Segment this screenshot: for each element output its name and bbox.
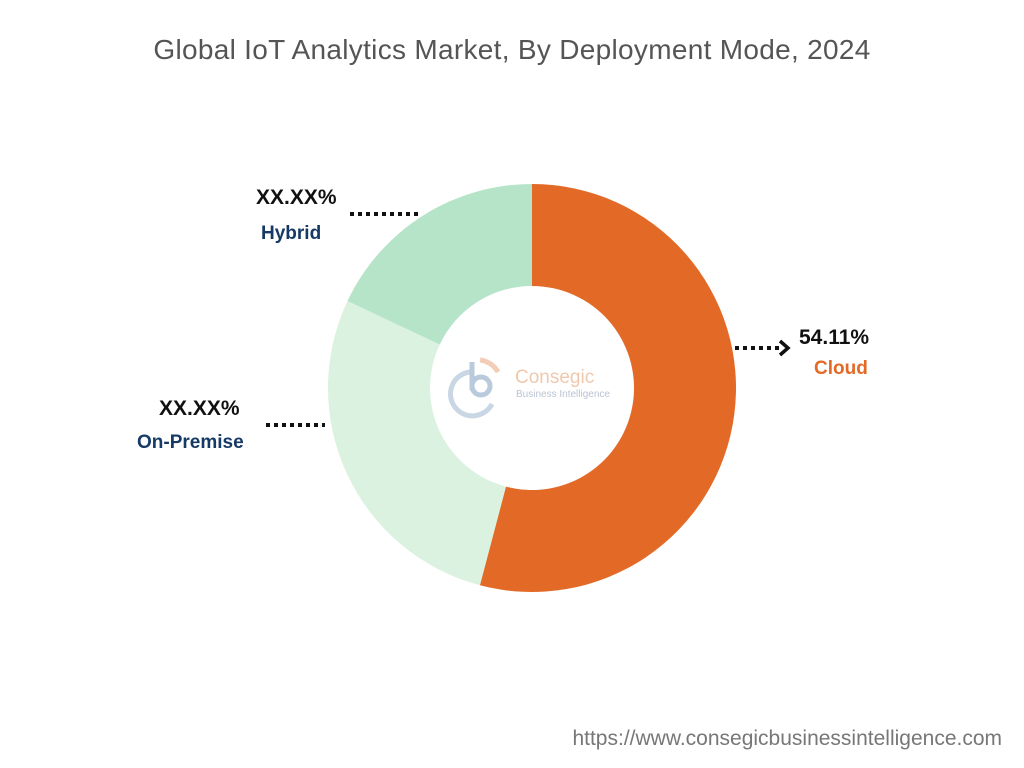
cloud-arrow-icon [778,339,791,357]
on-premise-name-label: On-Premise [137,432,244,453]
cloud-name-label: Cloud [814,358,868,379]
watermark-brand: Consegic [515,367,595,388]
slice-hybrid [347,184,532,345]
hybrid-name-label: Hybrid [261,223,322,244]
watermark-logo-icon [448,357,501,419]
cloud-value-label: 54.11% [799,326,870,349]
slice-on-premise [328,301,506,586]
hybrid-value-label: XX.XX% [256,186,337,209]
slice-cloud [479,184,737,592]
chart-title: Global IoT Analytics Market, By Deployme… [153,34,871,65]
footer-url: https://www.consegicbusinessintelligence… [572,727,1002,750]
watermark-tagline: Business Intelligence [516,389,610,400]
on-premise-value-label: XX.XX% [159,397,240,420]
